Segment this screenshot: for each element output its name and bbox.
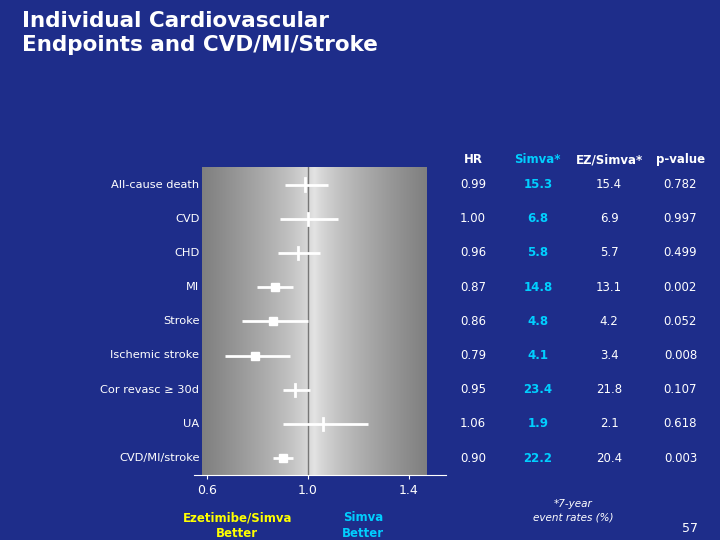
Text: 3.4: 3.4 <box>600 349 618 362</box>
Text: 57: 57 <box>683 522 698 535</box>
Text: 0.99: 0.99 <box>460 178 486 191</box>
Text: *7-year
event rates (%): *7-year event rates (%) <box>534 499 613 522</box>
Text: HR: HR <box>464 153 482 166</box>
Text: 0.052: 0.052 <box>664 315 697 328</box>
Text: 14.8: 14.8 <box>523 281 552 294</box>
Text: 6.8: 6.8 <box>527 212 549 225</box>
Text: All-cause death: All-cause death <box>112 179 199 190</box>
Text: 5.8: 5.8 <box>527 246 549 259</box>
Text: CVD: CVD <box>175 214 199 224</box>
Text: Stroke: Stroke <box>163 316 199 326</box>
Text: 0.008: 0.008 <box>664 349 697 362</box>
Text: 0.79: 0.79 <box>460 349 486 362</box>
Text: 4.2: 4.2 <box>600 315 618 328</box>
Text: EZ/Simva*: EZ/Simva* <box>575 153 643 166</box>
Text: 22.2: 22.2 <box>523 451 552 464</box>
Text: 6.9: 6.9 <box>600 212 618 225</box>
Text: 5.7: 5.7 <box>600 246 618 259</box>
Text: 23.4: 23.4 <box>523 383 552 396</box>
Text: 4.8: 4.8 <box>527 315 549 328</box>
Text: 21.8: 21.8 <box>596 383 622 396</box>
Text: 0.618: 0.618 <box>664 417 697 430</box>
Text: Individual Cardiovascular
Endpoints and CVD/MI/Stroke: Individual Cardiovascular Endpoints and … <box>22 11 377 55</box>
Text: 0.003: 0.003 <box>664 451 697 464</box>
Text: 0.87: 0.87 <box>460 281 486 294</box>
Text: 15.3: 15.3 <box>523 178 552 191</box>
Text: Ezetimibe/Simva
Better: Ezetimibe/Simva Better <box>182 511 292 540</box>
Text: 0.997: 0.997 <box>664 212 697 225</box>
Text: 13.1: 13.1 <box>596 281 622 294</box>
Text: 2.1: 2.1 <box>600 417 618 430</box>
Text: 1.06: 1.06 <box>460 417 486 430</box>
Text: Simva*: Simva* <box>515 153 561 166</box>
Text: 0.90: 0.90 <box>460 451 486 464</box>
Text: UA: UA <box>184 419 199 429</box>
Text: MI: MI <box>186 282 199 292</box>
Text: Simva
Better: Simva Better <box>342 511 384 540</box>
Text: Ischemic stroke: Ischemic stroke <box>110 350 199 361</box>
Text: CHD: CHD <box>174 248 199 258</box>
Text: p-value: p-value <box>656 153 705 166</box>
Text: Cor revasc ≥ 30d: Cor revasc ≥ 30d <box>101 384 199 395</box>
Text: 1.00: 1.00 <box>460 212 486 225</box>
Text: CVD/MI/stroke: CVD/MI/stroke <box>119 453 199 463</box>
Text: 0.86: 0.86 <box>460 315 486 328</box>
Text: 0.499: 0.499 <box>664 246 697 259</box>
Text: 0.95: 0.95 <box>460 383 486 396</box>
Text: 0.107: 0.107 <box>664 383 697 396</box>
Text: 0.782: 0.782 <box>664 178 697 191</box>
Text: 15.4: 15.4 <box>596 178 622 191</box>
Text: 0.96: 0.96 <box>460 246 486 259</box>
Text: 1.9: 1.9 <box>527 417 549 430</box>
Text: 20.4: 20.4 <box>596 451 622 464</box>
Text: 4.1: 4.1 <box>527 349 549 362</box>
Text: 0.002: 0.002 <box>664 281 697 294</box>
